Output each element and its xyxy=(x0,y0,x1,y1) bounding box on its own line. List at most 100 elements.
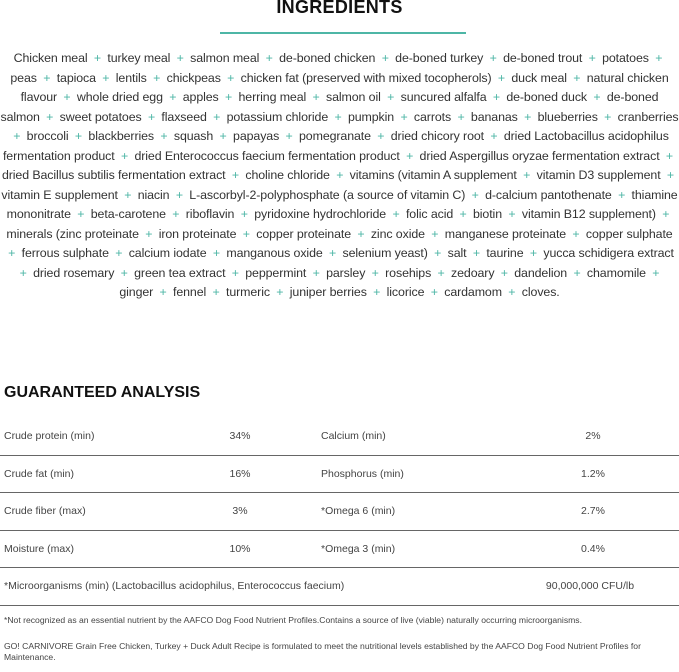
plus-separator: + xyxy=(457,109,465,124)
plus-separator: + xyxy=(329,246,337,260)
plus-separator: + xyxy=(160,129,168,143)
analysis-row: Crude protein (min) 34% Calcium (min) 2% xyxy=(0,418,679,456)
ingredient-item: Chicken meal xyxy=(13,51,88,65)
plus-separator: + xyxy=(63,90,71,104)
plus-separator: + xyxy=(472,246,480,260)
plus-separator: + xyxy=(43,70,51,85)
ingredient-item: tapioca xyxy=(56,70,96,85)
plus-separator: + xyxy=(265,51,273,65)
ingredient-item: dried chicory root xyxy=(390,129,485,143)
ingredient-item: dried Aspergillus oryzae fermentation ex… xyxy=(419,148,660,163)
ingredient-item: dried Bacillus subtilis fermentation ext… xyxy=(1,168,226,182)
plus-separator: + xyxy=(276,285,284,299)
ingredient-item: zinc oxide xyxy=(370,226,425,241)
nutrient-label: Crude fiber (max) xyxy=(4,505,86,517)
ingredient-item: green tea extract xyxy=(134,265,226,280)
plus-separator: + xyxy=(373,285,381,299)
ingredient-item: vitamins (vitamin A supplement xyxy=(349,168,517,182)
ingredient-item: bananas xyxy=(470,109,518,124)
ingredient-item: duck meal xyxy=(511,70,567,85)
ingredients-list: Chicken meal + turkey meal + salmon meal… xyxy=(0,49,679,303)
footnote: *Not recognized as an essential nutrient… xyxy=(4,615,582,625)
ingredient-item: selenium yeast) xyxy=(342,246,428,260)
ingredient-item: copper proteinate xyxy=(256,226,351,241)
ingredient-item: dandelion xyxy=(514,265,568,280)
ingredient-item: flaxseed xyxy=(161,109,207,124)
plus-separator: + xyxy=(77,207,85,221)
plus-separator: + xyxy=(124,187,132,202)
plus-separator: + xyxy=(172,207,180,221)
plus-separator: + xyxy=(231,168,239,182)
ingredient-item: yucca schidigera extract xyxy=(543,246,674,260)
nutrient-label: Phosphorus (min) xyxy=(321,467,404,480)
plus-separator: + xyxy=(8,246,16,260)
ingredient-item: peas xyxy=(10,70,37,85)
ingredient-item: minerals (zinc proteinate xyxy=(6,226,139,241)
plus-separator: + xyxy=(93,51,102,65)
plus-separator: + xyxy=(153,70,161,85)
ingredient-item: dried rosemary xyxy=(33,265,115,280)
ingredient-item: parsley xyxy=(326,265,366,280)
plus-separator: + xyxy=(147,109,156,124)
ingredient-item: papayas xyxy=(233,129,280,143)
plus-separator: + xyxy=(529,246,537,260)
ingredient-item: cloves. xyxy=(521,285,560,299)
ingredient-item: pumpkin xyxy=(347,109,395,124)
ingredient-item: calcium iodate xyxy=(128,246,207,260)
plus-separator: + xyxy=(240,207,248,221)
nutrient-value: 1.2% xyxy=(581,467,605,480)
nutrient-value: 0.4% xyxy=(581,542,605,555)
analysis-row: Moisture (max) 10% *Omega 3 (min) 0.4% xyxy=(0,531,679,568)
plus-separator: + xyxy=(120,265,128,280)
plus-separator: + xyxy=(19,265,27,280)
plus-separator: + xyxy=(213,109,221,124)
plus-separator: + xyxy=(652,265,660,280)
ingredient-item: d-calcium pantothenate xyxy=(485,187,612,202)
plus-separator: + xyxy=(231,265,239,280)
ingredient-item: lentils xyxy=(115,70,147,85)
plus-separator: + xyxy=(437,265,445,280)
ingredient-item: salt xyxy=(447,246,467,260)
ingredient-item: manganese proteinate xyxy=(444,226,567,241)
ingredient-item: turkey meal xyxy=(107,51,171,65)
nutrient-value: 10% xyxy=(229,542,251,555)
plus-separator: + xyxy=(523,168,531,182)
ingredient-item: vitamin D3 supplement xyxy=(536,168,661,182)
plus-separator: + xyxy=(471,187,479,202)
ingredient-item: ferrous sulphate xyxy=(21,246,109,260)
ingredient-item: de-boned trout xyxy=(503,51,583,65)
plus-separator: + xyxy=(655,51,663,65)
ingredient-item: taurine xyxy=(486,246,524,260)
ingredient-item: dried Enterococcus faecium fermentation … xyxy=(134,148,400,163)
ingredient-item: turmeric xyxy=(226,285,270,299)
ingredient-item: zedoary xyxy=(451,265,495,280)
nutrient-label: *Omega 3 (min) xyxy=(321,542,396,555)
nutrient-label: *Omega 6 (min) xyxy=(321,505,396,517)
plus-separator: + xyxy=(662,207,670,221)
plus-separator: + xyxy=(434,246,442,260)
plus-separator: + xyxy=(593,90,601,104)
ingredient-item: sweet potatoes xyxy=(59,109,142,124)
ingredient-item: niacin xyxy=(137,187,170,202)
plus-separator: + xyxy=(508,285,516,299)
ingredient-item: fennel xyxy=(173,285,207,299)
ingredient-item: pyridoxine hydrochloride xyxy=(254,207,387,221)
ingredient-item: vitamin B12 supplement) xyxy=(521,207,656,221)
plus-separator: + xyxy=(573,70,581,85)
ingredient-item: L-ascorbyl-2-polyphosphate (a source of … xyxy=(189,187,466,202)
ingredient-item: herring meal xyxy=(238,90,307,104)
plus-separator: + xyxy=(312,90,320,104)
ingredient-item: iron proteinate xyxy=(158,226,237,241)
ingredient-item: vitamin E supplement xyxy=(1,187,118,202)
plus-separator: + xyxy=(387,90,395,104)
plus-separator: + xyxy=(666,168,675,182)
plus-separator: + xyxy=(334,109,342,124)
ingredient-item: juniper berries xyxy=(289,285,367,299)
plus-separator: + xyxy=(159,285,167,299)
plus-separator: + xyxy=(371,265,379,280)
ingredient-item: folic acid xyxy=(405,207,454,221)
ingredient-item: potassium chloride xyxy=(226,109,329,124)
nutrient-label: Crude protein (min) xyxy=(4,430,95,442)
plus-separator: + xyxy=(497,70,506,85)
ingredient-item: suncured alfalfa xyxy=(400,90,487,104)
